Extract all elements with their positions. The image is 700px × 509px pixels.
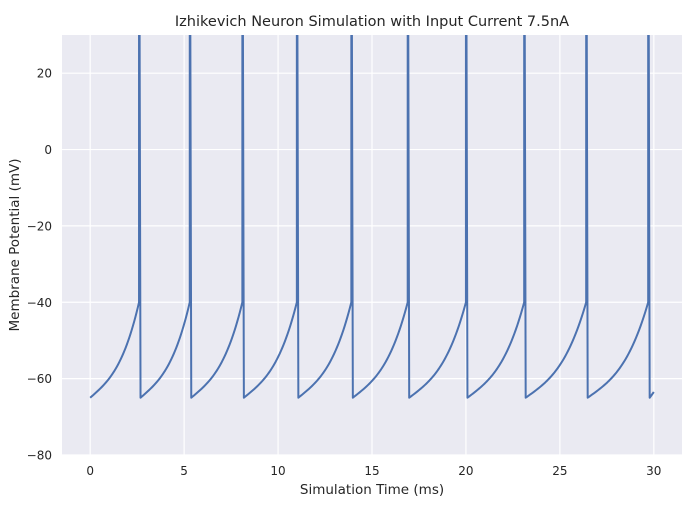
x-tick-label: 10 bbox=[270, 464, 285, 478]
y-axis-label: Membrane Potential (mV) bbox=[7, 158, 23, 331]
x-tick-label: 20 bbox=[458, 464, 473, 478]
series-group bbox=[89, 35, 655, 399]
x-tick-label: 5 bbox=[180, 464, 188, 478]
y-tick-label: −20 bbox=[27, 219, 52, 233]
x-tick-label: 15 bbox=[364, 464, 379, 478]
x-tick-label: 25 bbox=[552, 464, 567, 478]
x-axis-label: Simulation Time (ms) bbox=[300, 482, 444, 498]
y-tick-label: −40 bbox=[27, 296, 52, 310]
x-tick-label: 30 bbox=[646, 464, 661, 478]
membrane-potential-line bbox=[89, 35, 655, 399]
chart-title: Izhikevich Neuron Simulation with Input … bbox=[175, 14, 569, 30]
x-axis-ticks: 0 5 10 15 20 25 30 bbox=[86, 464, 661, 478]
y-tick-label: 20 bbox=[37, 67, 52, 81]
y-tick-label: −80 bbox=[27, 449, 52, 463]
y-axis-ticks: −80 −60 −40 −20 0 20 bbox=[27, 67, 52, 463]
y-tick-label: −60 bbox=[27, 372, 52, 386]
grid-lines bbox=[62, 35, 682, 456]
x-tick-label: 0 bbox=[86, 464, 94, 478]
y-tick-label: 0 bbox=[44, 143, 52, 157]
